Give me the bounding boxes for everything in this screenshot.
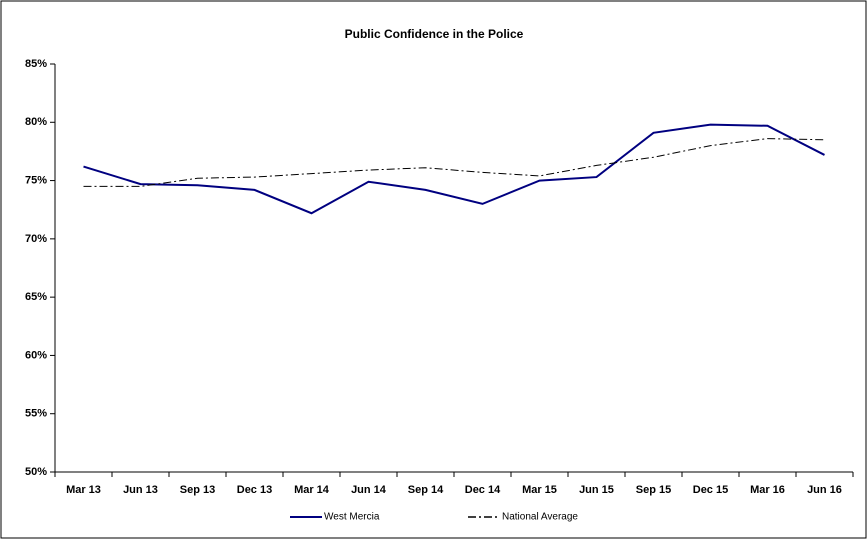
x-tick-label: Mar 14: [294, 484, 330, 496]
x-tick-label: Jun 14: [351, 484, 387, 496]
x-tick-label: Dec 13: [237, 484, 272, 496]
x-tick-label: Mar 13: [66, 484, 101, 496]
y-tick-label: 75%: [25, 174, 47, 186]
x-tick-label: Mar 15: [522, 484, 557, 496]
x-tick-label: Sep 15: [636, 484, 671, 496]
series-line: [83, 138, 825, 187]
y-tick-label: 65%: [25, 291, 47, 303]
x-tick-label: Jun 16: [807, 484, 842, 496]
legend-label: West Mercia: [324, 512, 380, 523]
x-tick-label: Jun 15: [579, 484, 614, 496]
x-tick-label: Dec 15: [693, 484, 728, 496]
chart-title: Public Confidence in the Police: [345, 27, 524, 41]
x-tick-label: Dec 14: [465, 484, 501, 496]
y-tick-label: 85%: [25, 58, 47, 70]
legend-label: National Average: [502, 512, 578, 523]
x-tick-label: Mar 16: [750, 484, 785, 496]
y-tick-label: 80%: [25, 116, 47, 128]
y-tick-label: 70%: [25, 233, 47, 245]
y-tick-label: 60%: [25, 349, 47, 361]
y-tick-label: 50%: [25, 466, 47, 478]
x-tick-label: Sep 14: [408, 484, 444, 496]
y-tick-label: 55%: [25, 408, 47, 420]
series-line: [83, 123, 825, 215]
x-tick-label: Sep 13: [180, 484, 215, 496]
x-tick-label: Jun 13: [123, 484, 158, 496]
